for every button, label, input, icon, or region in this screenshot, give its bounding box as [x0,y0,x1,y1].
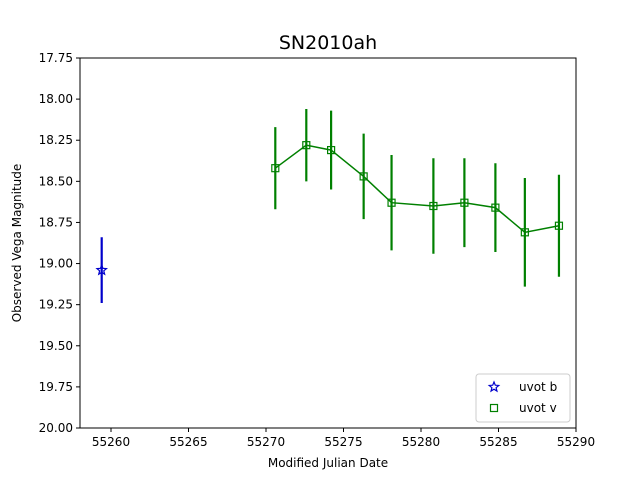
x-tick-label: 55260 [92,435,130,449]
data-point-uvot-b [95,263,108,276]
x-tick-label: 55280 [402,435,440,449]
y-tick-label: 19.25 [39,298,73,312]
y-axis-label: Observed Vega Magnitude [10,164,24,323]
x-tick-label: 55270 [247,435,285,449]
y-tick-label: 19.50 [39,339,73,353]
x-tick-label: 55290 [557,435,595,449]
data-point-uvot-v [520,228,529,237]
y-tick-label: 18.50 [39,174,73,188]
data-point-uvot-v [491,203,500,212]
data-point-uvot-v [387,198,396,207]
data-point-uvot-v [302,141,311,150]
legend-marker-uvot-v [489,403,499,413]
x-tick-label: 55285 [479,435,517,449]
plot-frame [79,57,577,429]
legend-marker-uvot-b [487,380,501,393]
y-tick-label: 18.00 [39,92,73,106]
chart-title: SN2010ah [279,32,377,54]
y-tick-label: 19.00 [39,257,73,271]
data-point-uvot-v [359,172,368,181]
x-tick-label: 55265 [169,435,207,449]
data-point-uvot-v [271,164,280,173]
legend-label-uvot-b: uvot b [519,380,557,394]
y-tick-label: 19.75 [39,380,73,394]
data-point-uvot-v [327,145,336,155]
y-tick-label: 18.75 [39,215,73,229]
y-tick-label: 18.25 [39,133,73,147]
data-point-uvot-v [429,201,438,211]
data-point-uvot-v [554,221,564,230]
legend: uvot b uvot v [475,373,571,423]
legend-box [475,373,571,423]
data-point-uvot-v [460,198,469,207]
y-tick-label: 20.00 [39,421,73,435]
legend-label-uvot-v: uvot v [519,401,557,415]
x-tick-label: 55275 [324,435,362,449]
x-axis-label: Modified Julian Date [268,456,388,470]
y-tick-label: 17.75 [39,51,73,65]
series-line-uvot-v [274,144,560,234]
